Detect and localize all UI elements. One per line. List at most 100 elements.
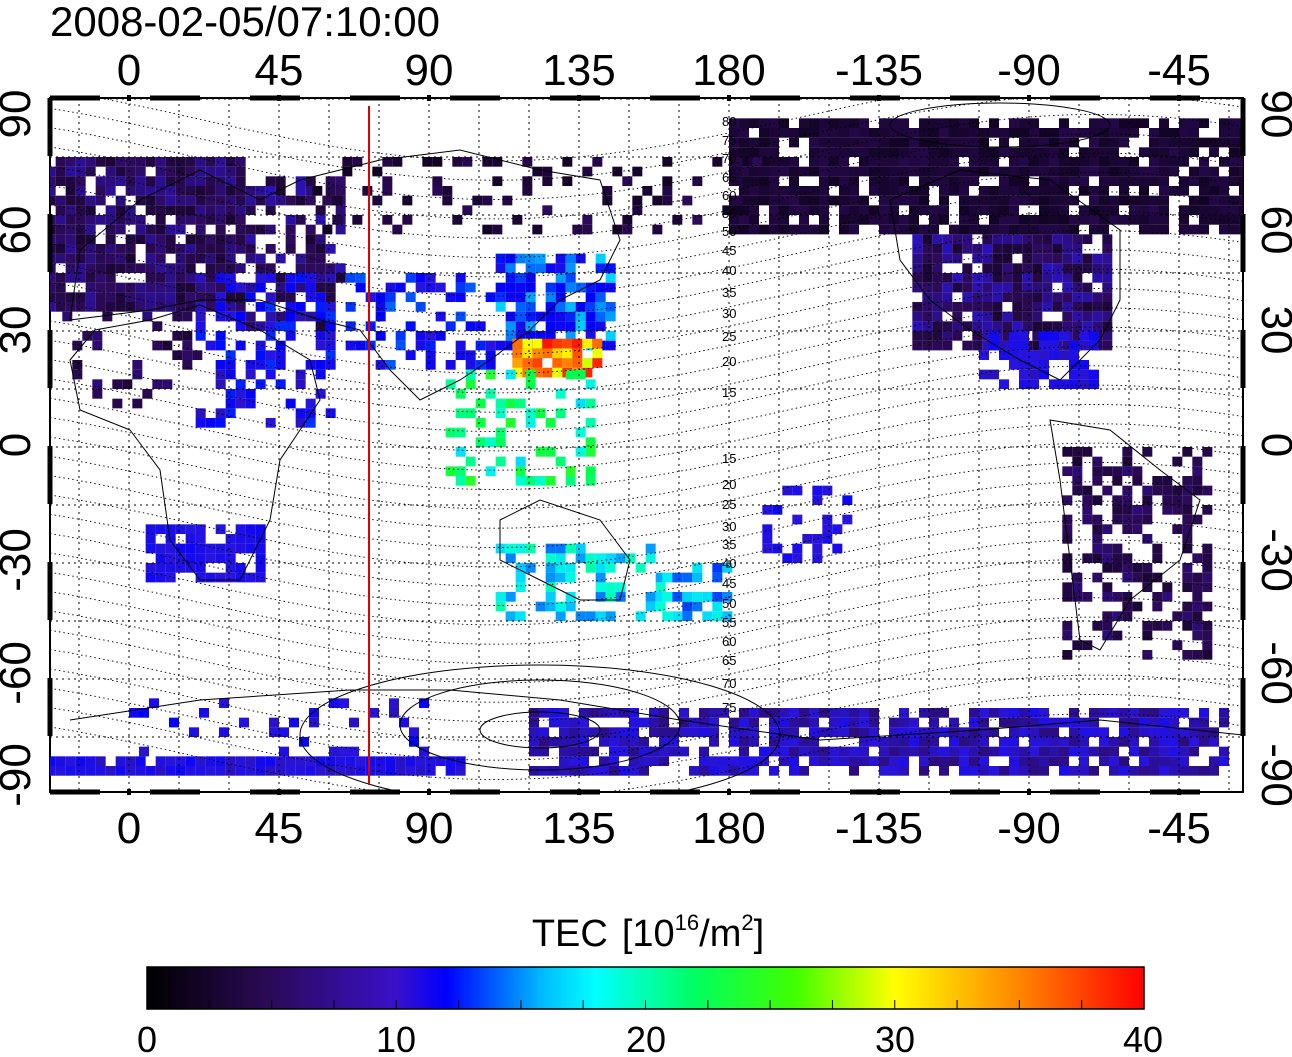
- top-lon-label: 135: [542, 46, 615, 95]
- tec-cell: [899, 756, 909, 767]
- tec-cell: [1009, 737, 1019, 747]
- tec-cell: [315, 273, 326, 283]
- tec-cell: [649, 708, 659, 718]
- tec-cell: [959, 224, 969, 235]
- tec-cell: [949, 137, 959, 148]
- tec-cell: [1022, 273, 1033, 283]
- tec-cell: [1182, 476, 1193, 486]
- tec-cell: [1149, 717, 1159, 728]
- tec-cell: [155, 524, 166, 535]
- tec-cell: [175, 756, 186, 767]
- tec-cell: [1029, 137, 1039, 148]
- tec-cell: [255, 282, 266, 293]
- tec-cell: [382, 157, 393, 167]
- tec-cell: [1039, 166, 1049, 177]
- tec-cell: [55, 282, 66, 293]
- tec-cell: [215, 205, 226, 216]
- colorbar-title: TEC [1016/m2]: [532, 910, 764, 955]
- tec-cell: [1019, 369, 1029, 380]
- tec-cell: [595, 611, 606, 622]
- tec-cell: [505, 553, 516, 564]
- tec-cell: [982, 311, 993, 322]
- tec-cell: [605, 340, 616, 351]
- tec-cell: [595, 321, 606, 332]
- tec-cell: [1122, 447, 1133, 457]
- tec-cell: [455, 292, 466, 303]
- tec-cell: [295, 215, 306, 225]
- tec-cell: [1109, 766, 1119, 776]
- tec-cell: [839, 186, 849, 196]
- tec-cell: [579, 746, 589, 757]
- tec-cell: [1059, 186, 1069, 196]
- tec-cell: [792, 514, 803, 525]
- tec-cell: [575, 447, 586, 457]
- tec-cell: [809, 157, 819, 167]
- tec-cell: [1109, 737, 1119, 747]
- tec-cell: [899, 157, 909, 167]
- tec-cell: [1219, 205, 1229, 216]
- tec-cell: [1062, 524, 1073, 535]
- tec-cell: [1039, 369, 1049, 380]
- tec-cell: [1069, 224, 1079, 235]
- coastline: [889, 169, 1121, 381]
- tec-cell: [565, 273, 576, 283]
- tec-cell: [115, 176, 126, 187]
- tec-cell: [622, 176, 633, 187]
- tec-cell: [325, 350, 336, 361]
- tec-cell: [899, 708, 909, 718]
- tec-cell: [992, 263, 1003, 274]
- tec-cell: [1159, 224, 1169, 235]
- tec-cell: [1129, 727, 1139, 738]
- tec-cell: [1189, 727, 1199, 738]
- tec-cell: [219, 698, 229, 709]
- tec-cell: [939, 766, 949, 776]
- tec-cell: [1089, 708, 1099, 718]
- tec-cell: [1129, 737, 1139, 747]
- tec-cell: [205, 756, 216, 767]
- tec-cell: [305, 186, 316, 196]
- tec-cell: [565, 369, 576, 380]
- tec-cell: [92, 389, 103, 399]
- tec-cell: [1022, 253, 1033, 264]
- tec-cell: [849, 224, 859, 235]
- tec-cell: [485, 369, 496, 380]
- tec-cell: [1169, 157, 1179, 167]
- tec-cell: [155, 273, 166, 283]
- tec-cell: [105, 263, 116, 274]
- tec-cell: [849, 717, 859, 728]
- tec-cell: [175, 292, 186, 303]
- tec-cell: [1169, 186, 1179, 196]
- tec-cell: [115, 756, 126, 767]
- tec-cell: [869, 737, 879, 747]
- tec-cell: [832, 524, 843, 535]
- tec-cell: [969, 195, 979, 206]
- tec-cell: [819, 224, 829, 235]
- tec-cell: [992, 253, 1003, 264]
- tec-cell: [1119, 166, 1129, 177]
- tec-cell: [672, 572, 683, 583]
- tec-cell: [285, 273, 296, 283]
- tec-cell: [942, 273, 953, 283]
- tec-cell: [822, 514, 833, 525]
- tec-cell: [659, 708, 669, 718]
- tec-cell: [749, 147, 759, 158]
- tec-cell: [1009, 756, 1019, 767]
- tec-cell: [485, 350, 496, 361]
- tec-cell: [839, 118, 849, 129]
- contour-line: [50, 674, 1243, 761]
- tec-cell: [50, 273, 56, 283]
- tec-cell: [555, 408, 566, 419]
- contour-line: [50, 655, 1243, 742]
- tec-cell: [295, 186, 306, 196]
- tec-cell: [979, 186, 989, 196]
- tec-cell: [899, 118, 909, 129]
- tec-cell: [1119, 118, 1129, 129]
- tec-cell: [135, 282, 146, 293]
- tec-cell: [182, 350, 193, 361]
- tec-cell: [649, 727, 659, 738]
- tec-cell: [1082, 263, 1093, 274]
- tec-cell: [305, 360, 316, 370]
- tec-cell: [869, 708, 879, 718]
- colorbar-title-unit-mid: /m: [699, 913, 741, 955]
- tec-cell: [1122, 524, 1133, 535]
